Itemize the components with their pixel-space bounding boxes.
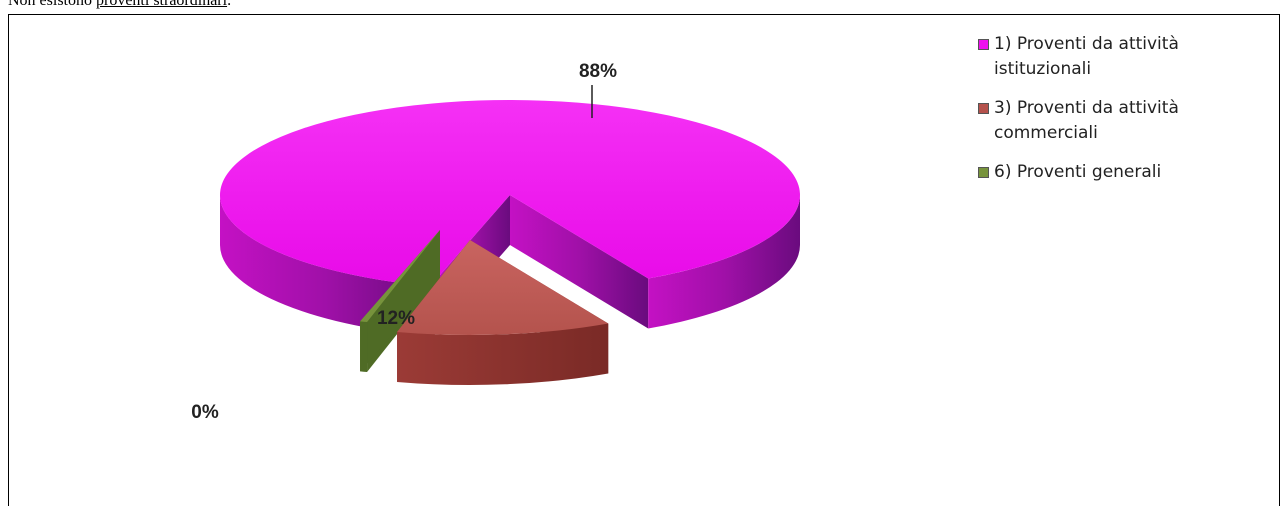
slice-side-istituzionali bbox=[220, 195, 431, 337]
legend-item-commerciali: 3) Proventi da attività commerciali bbox=[978, 96, 1268, 146]
intro-text: Non esistono proventi straordinari. bbox=[8, 0, 231, 10]
legend: 1) Proventi da attività istituzionali 3)… bbox=[978, 32, 1268, 199]
legend-swatch-commerciali bbox=[978, 103, 989, 114]
legend-swatch-istituzionali bbox=[978, 39, 989, 50]
legend-label-istituzionali: 1) Proventi da attività istituzionali bbox=[994, 34, 1179, 79]
slice-side-istituzionali bbox=[648, 195, 800, 329]
data-label-commerciali: 12% bbox=[377, 308, 415, 329]
slice-generali[interactable] bbox=[360, 230, 440, 322]
legend-label-commerciali: 3) Proventi da attività commerciali bbox=[994, 98, 1179, 143]
intro-link[interactable]: proventi straordinari bbox=[96, 0, 228, 9]
intro-prefix: Non esistono bbox=[8, 0, 96, 9]
data-label-istituzionali: 88% bbox=[579, 61, 617, 82]
slice-cut-end-istituzionali bbox=[510, 195, 649, 329]
legend-label-generali: 6) Proventi generali bbox=[994, 162, 1162, 182]
slice-cut-end-generali bbox=[360, 230, 440, 372]
intro-suffix: . bbox=[227, 0, 232, 9]
data-label-generali: 0% bbox=[191, 402, 219, 423]
legend-item-generali: 6) Proventi generali bbox=[978, 160, 1268, 185]
legend-item-istituzionali: 1) Proventi da attività istituzionali bbox=[978, 32, 1268, 82]
slice-commerciali[interactable] bbox=[397, 240, 609, 335]
slice-side-generali bbox=[360, 321, 368, 372]
slice-side-commerciali bbox=[397, 323, 609, 386]
slice-istituzionali[interactable] bbox=[220, 100, 801, 287]
legend-swatch-generali bbox=[978, 167, 989, 178]
